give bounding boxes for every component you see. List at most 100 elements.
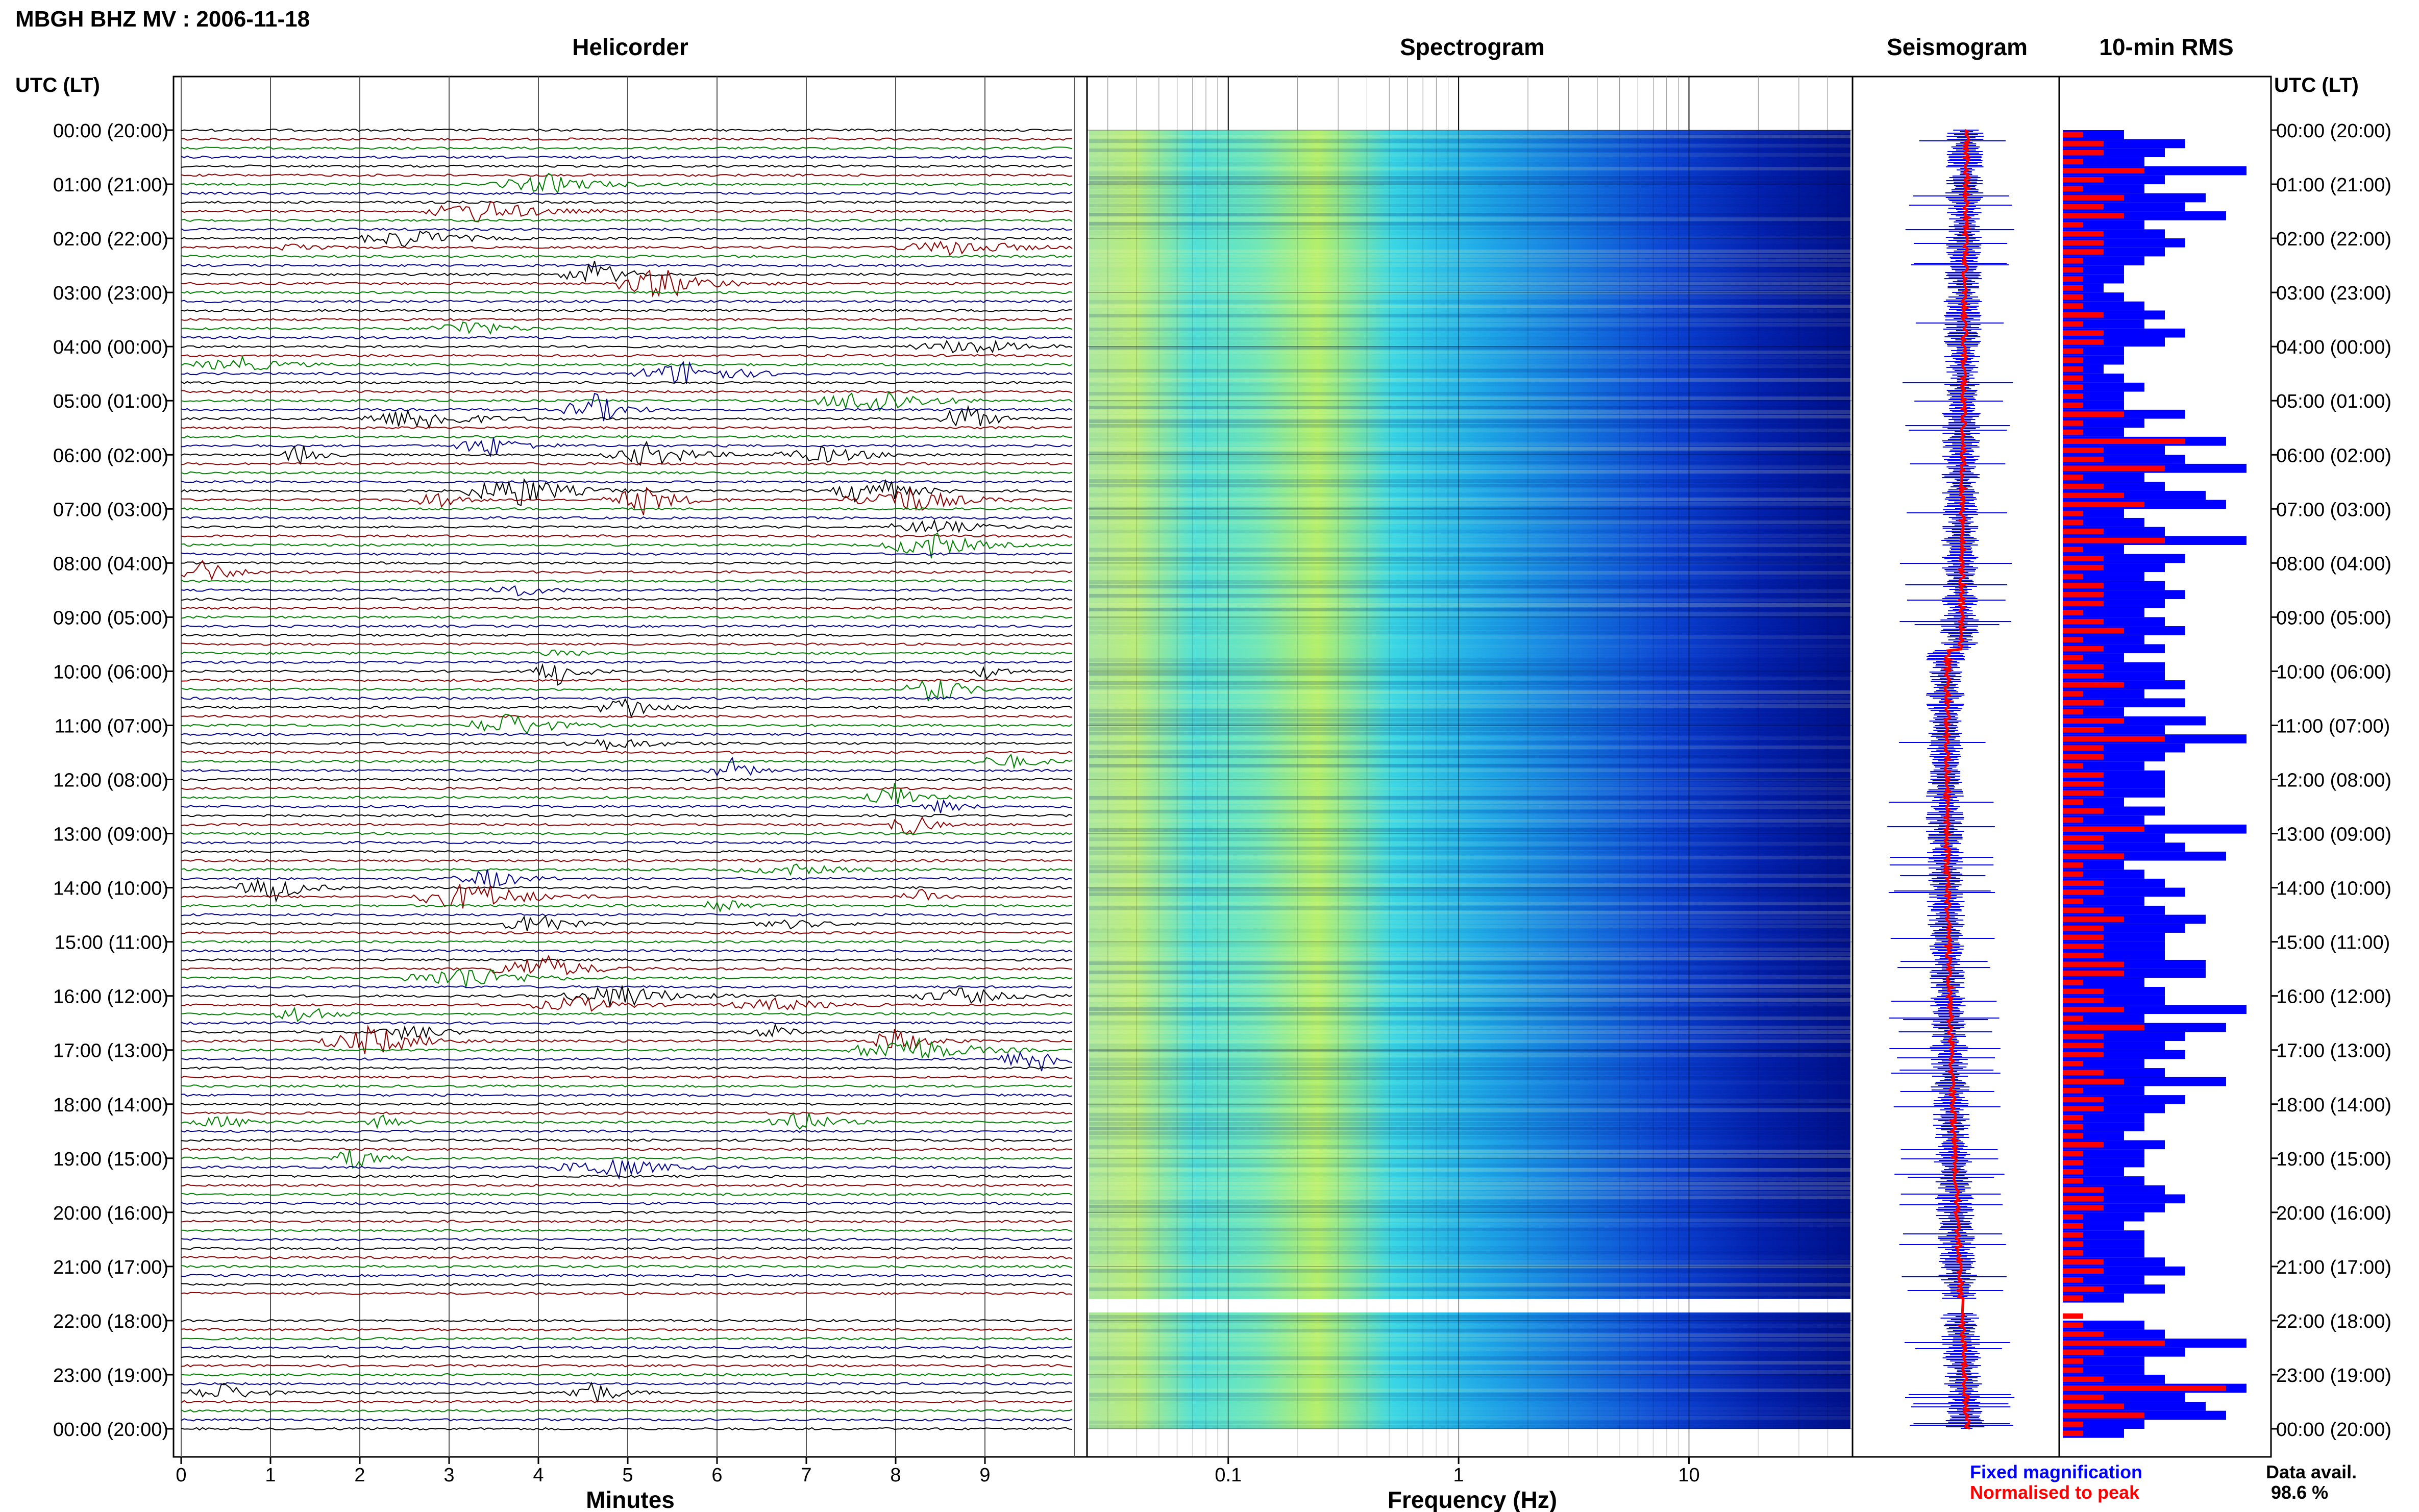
helicorder-xtick-label: 3 bbox=[443, 1465, 454, 1486]
spectrogram-row bbox=[1089, 1131, 1850, 1135]
spectrogram-row bbox=[1089, 1315, 1850, 1319]
time-label-right: 11:00 (07:00) bbox=[2276, 715, 2390, 737]
spectrogram-row bbox=[1089, 1352, 1850, 1355]
time-label-left: 16:00 (12:00) bbox=[53, 986, 168, 1008]
helicorder-trace bbox=[181, 230, 1073, 247]
time-label-right: 07:00 (03:00) bbox=[2276, 499, 2391, 520]
helicorder-trace bbox=[181, 1210, 1073, 1214]
rms-normalised-bar bbox=[2063, 510, 2083, 516]
spectrogram-row bbox=[1089, 1283, 1850, 1286]
helicorder-trace bbox=[181, 859, 1073, 862]
spectrogram-row bbox=[1089, 1058, 1850, 1061]
rms-normalised-bar bbox=[2063, 1367, 2083, 1373]
time-label-right: 05:00 (01:00) bbox=[2276, 391, 2391, 412]
spectrogram-row bbox=[1089, 553, 1850, 556]
spectrogram-row bbox=[1089, 1237, 1850, 1241]
spectrogram-row bbox=[1089, 1090, 1850, 1094]
rms-normalised-bar bbox=[2063, 745, 2104, 751]
spectrogram-row bbox=[1089, 1255, 1850, 1259]
helicorder-trace bbox=[181, 440, 1073, 466]
spectrogram-row bbox=[1089, 268, 1850, 271]
spectrogram-row bbox=[1089, 1039, 1850, 1043]
spectrogram-row bbox=[1089, 254, 1850, 258]
spectrogram-row bbox=[1089, 732, 1850, 735]
spectrogram-row bbox=[1089, 231, 1850, 235]
rms-normalised-bar bbox=[2063, 808, 2104, 814]
time-label-left: 02:00 (22:00) bbox=[53, 229, 168, 250]
spectrogram-row bbox=[1089, 250, 1850, 253]
rms-normalised-bar bbox=[2063, 537, 2165, 543]
helicorder-trace bbox=[181, 478, 1073, 506]
helicorder-xtick-label: 5 bbox=[622, 1465, 633, 1486]
helicorder-trace bbox=[181, 579, 1073, 583]
time-label-right: 13:00 (09:00) bbox=[2276, 824, 2391, 846]
rms-normalised-bar bbox=[2063, 483, 2104, 489]
spectrogram-row bbox=[1089, 300, 1850, 304]
rms-normalised-bar bbox=[2063, 240, 2104, 246]
spectrogram-row bbox=[1089, 263, 1850, 267]
rms-normalised-bar bbox=[2063, 862, 2083, 868]
time-label-right: 03:00 (23:00) bbox=[2276, 283, 2391, 304]
spectrogram-row bbox=[1089, 1425, 1850, 1429]
spectrogram-row bbox=[1089, 796, 1850, 800]
spectrogram-row bbox=[1089, 810, 1850, 813]
rms-normalised-bar bbox=[2063, 556, 2104, 561]
spectrogram-row bbox=[1089, 475, 1850, 478]
spectrogram-row bbox=[1089, 1343, 1850, 1346]
spectrogram-row bbox=[1089, 502, 1850, 506]
spectrogram-row bbox=[1089, 1007, 1850, 1011]
spectrogram-row bbox=[1089, 576, 1850, 579]
spectrogram-row bbox=[1089, 1085, 1850, 1089]
spectrogram-row bbox=[1089, 980, 1850, 983]
rms-normalised-bar bbox=[2063, 330, 2104, 336]
spectrogram-row bbox=[1089, 851, 1850, 855]
spectrogram-row bbox=[1089, 1122, 1850, 1126]
rms-normalised-bar bbox=[2063, 1070, 2104, 1076]
rms-normalised-bar bbox=[2063, 646, 2104, 652]
helicorder-trace bbox=[181, 1066, 1073, 1070]
spectrogram-row bbox=[1089, 1118, 1850, 1121]
rms-normalised-bar bbox=[2063, 971, 2124, 976]
time-label-left: 12:00 (08:00) bbox=[53, 770, 168, 791]
spectrogram-row bbox=[1089, 704, 1850, 708]
rms-normalised-bar bbox=[2063, 718, 2124, 724]
spectrogram-row bbox=[1089, 645, 1850, 648]
time-label-left: 03:00 (23:00) bbox=[53, 283, 168, 304]
helicorder-trace bbox=[181, 915, 1073, 931]
rms-normalised-bar bbox=[2063, 998, 2104, 1003]
helicorder-trace bbox=[181, 486, 1073, 515]
spectrogram-row bbox=[1089, 1104, 1850, 1107]
helicorder-trace bbox=[181, 1201, 1073, 1205]
rms-normalised-bar bbox=[2063, 1106, 2104, 1111]
helicorder-trace bbox=[181, 697, 1073, 700]
helicorder-trace bbox=[181, 317, 1073, 321]
rms-normalised-bar bbox=[2063, 321, 2083, 327]
spectrogram-row bbox=[1089, 277, 1850, 281]
spectrogram-row bbox=[1089, 185, 1850, 189]
spectrogram-row bbox=[1089, 1287, 1850, 1291]
seismogram-panel bbox=[1852, 76, 2060, 1458]
helicorder-trace bbox=[181, 714, 1073, 718]
rms-normalised-bar bbox=[2063, 1033, 2104, 1039]
rms-normalised-bar bbox=[2063, 204, 2104, 210]
rms-normalised-bar bbox=[2063, 168, 2144, 173]
helicorder-trace bbox=[181, 260, 1073, 283]
helicorder-trace bbox=[181, 958, 1073, 962]
helicorder-trace bbox=[181, 532, 1073, 559]
helicorder-trace bbox=[181, 339, 1073, 354]
spectrogram-row bbox=[1089, 1398, 1850, 1401]
helicorder-trace bbox=[181, 680, 1073, 702]
rms-normalised-bar bbox=[2063, 772, 2104, 778]
helicorder-xtick-label: 0 bbox=[176, 1465, 186, 1486]
helicorder-trace bbox=[181, 633, 1073, 637]
spectrogram-row bbox=[1089, 1062, 1850, 1066]
spectrogram-row bbox=[1089, 1214, 1850, 1218]
spectrogram-row bbox=[1089, 1173, 1850, 1176]
helicorder-trace bbox=[181, 1102, 1073, 1106]
spectrogram-row bbox=[1089, 204, 1850, 207]
spectrogram-row bbox=[1089, 1067, 1850, 1071]
rms-normalised-bar bbox=[2063, 222, 2083, 228]
spectrogram-row bbox=[1089, 773, 1850, 777]
spectrogram-row bbox=[1089, 1136, 1850, 1139]
helicorder-trace bbox=[181, 753, 1073, 770]
